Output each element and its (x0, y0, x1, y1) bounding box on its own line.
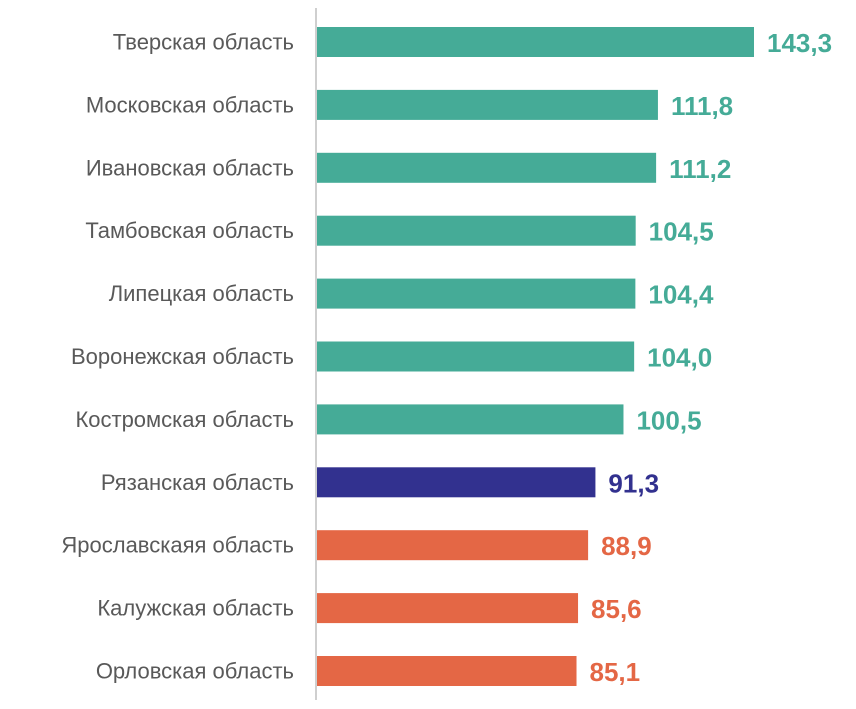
value-label: 85,1 (590, 657, 641, 687)
bars-group (317, 27, 754, 686)
category-labels-group: Тверская область Московская область Иванов… (61, 30, 294, 684)
category-label: Костромская область (75, 407, 294, 432)
bar (317, 656, 577, 686)
value-label: 104,5 (649, 217, 714, 247)
bar (317, 27, 754, 57)
value-label: 111,8 (671, 91, 733, 121)
value-label: 111,2 (669, 154, 731, 184)
bar (317, 467, 596, 498)
category-label: Московская область (86, 92, 294, 117)
category-label: Тверская область (113, 30, 294, 55)
category-label: Липецкая область (109, 281, 294, 306)
category-label: Воронежская область (71, 344, 294, 369)
bar (317, 152, 657, 183)
bar (317, 215, 636, 246)
bar (317, 341, 635, 372)
bar (317, 404, 624, 435)
category-label: Ярославскаяя область (61, 533, 294, 558)
category-label: Тамбовская область (85, 218, 294, 243)
value-label: 104,0 (647, 343, 712, 373)
bar (317, 89, 658, 120)
category-label: Орловская область (96, 659, 294, 684)
value-label: 104,4 (648, 280, 714, 310)
value-label: 88,9 (601, 531, 652, 561)
category-label: Рязанская область (101, 470, 294, 495)
value-labels-group: 143,3 111,8 111,2 104,5 104,4 104,0 100,5 91,3 8… (590, 28, 833, 687)
bar (317, 278, 636, 309)
value-label: 91,3 (608, 468, 659, 498)
value-label: 85,6 (591, 594, 642, 624)
value-label: 143,3 (767, 28, 832, 58)
category-label: Ивановская область (86, 155, 294, 180)
bar (317, 593, 579, 624)
value-label: 100,5 (636, 405, 701, 435)
bar (317, 530, 589, 561)
category-label: Калужская область (97, 596, 294, 621)
